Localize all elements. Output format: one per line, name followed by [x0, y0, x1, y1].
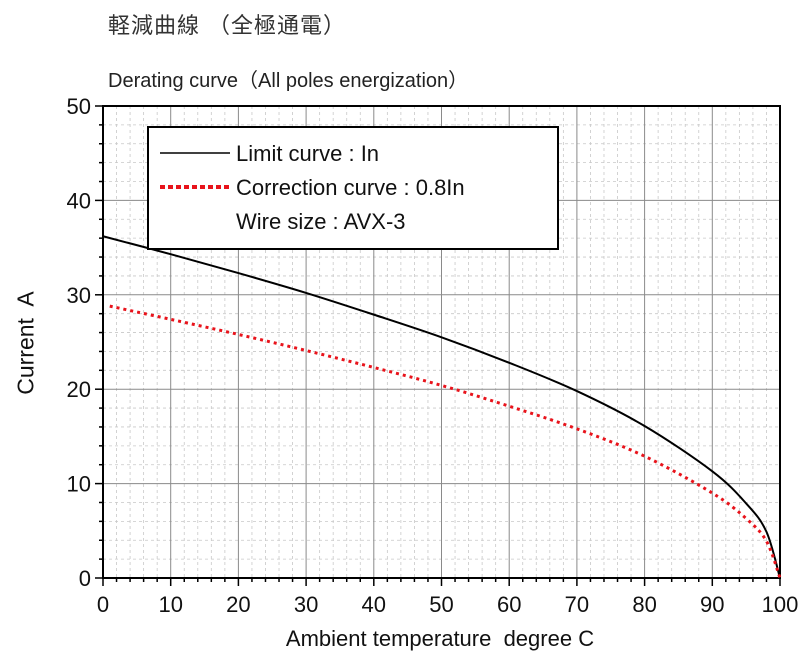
y-tick-label: 20 — [67, 377, 91, 402]
legend-label-correction: Correction curve : 0.8In — [236, 175, 465, 200]
x-tick-label: 10 — [158, 592, 182, 617]
x-tick-label: 0 — [97, 592, 109, 617]
chart-title: 軽減曲線 （全極通電） — [108, 14, 346, 39]
y-tick-label: 10 — [67, 472, 91, 497]
y-tick-label: 30 — [67, 283, 91, 308]
x-tick-label: 90 — [700, 592, 724, 617]
x-axis-label: Ambient temperature degree C — [285, 626, 595, 651]
x-tick-label: 80 — [632, 592, 656, 617]
x-tick-label: 30 — [294, 592, 318, 617]
legend-wire-size-note: Wire size : AVX-3 — [236, 209, 406, 234]
limit-curve-line — [102, 235, 781, 579]
x-tick-label: 70 — [565, 592, 589, 617]
x-tick-label: 40 — [362, 592, 386, 617]
y-tick-label: 40 — [67, 188, 91, 213]
x-tick-label: 50 — [429, 592, 453, 617]
chart-subtitle: Derating curve（All poles energization） — [108, 70, 469, 92]
correction-curve-line — [109, 304, 782, 579]
x-tick-label: 60 — [497, 592, 521, 617]
x-tick-label: 20 — [226, 592, 250, 617]
legend-label-limit: Limit curve : In — [236, 141, 379, 166]
y-tick-label: 0 — [79, 566, 91, 591]
y-tick-label: 50 — [67, 94, 91, 119]
x-tick-label: 100 — [762, 592, 799, 617]
